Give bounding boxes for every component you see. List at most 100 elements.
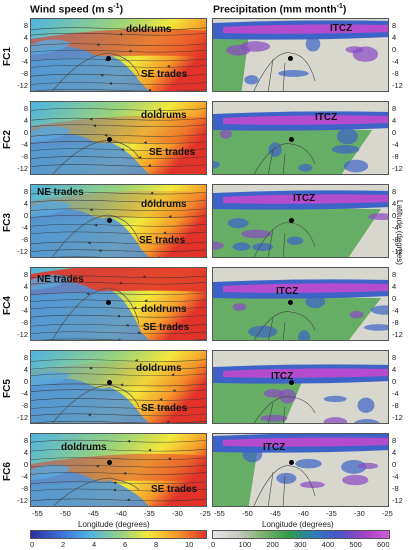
wind-field-4 [31,351,206,423]
wind-label: doldrums [141,110,187,121]
lat-tick-right: -12 [392,164,403,173]
lat-tick-right: 8 [392,353,397,362]
location-marker [107,380,112,385]
colorbar-tick: 0 [211,540,216,549]
lat-tick-right: -8 [392,235,399,244]
wind-panel-fc6: doldrums SE trades [30,433,207,507]
lat-tick-left: -8 [21,484,28,493]
wind-label: doldrums [61,442,107,453]
colorbar-tick: 100 [238,540,252,549]
lon-tick: -30 [354,509,365,518]
wind-panel-fc2: doldrums SE trades [30,101,207,175]
precip-field-2 [213,185,388,257]
lat-tick-right: -8 [392,152,399,161]
lon-tick: -35 [144,509,155,518]
lat-tick-right: -4 [392,472,399,481]
lat-tick-left: 4 [23,116,28,125]
wind-title-sup: -1 [113,3,120,10]
lat-tick-left: 0 [23,294,28,303]
colorbar-tick: 500 [349,540,362,549]
precip-colorbar [212,530,390,539]
lat-tick-right: -4 [392,57,399,66]
lat-tick-right: -8 [392,401,399,410]
lat-tick-right: -4 [392,306,399,315]
precip-label: ITCZ [276,286,299,297]
location-marker [289,218,294,223]
wind-label: NE trades [37,274,84,285]
lat-tick-right: -8 [392,69,399,78]
lon-tick: -55 [214,509,225,518]
lat-tick-right: 8 [392,187,397,196]
lat-tick-left: -4 [21,223,28,232]
wind-title-text: Wind speed (m s [30,3,114,16]
wind-title-close: ) [119,3,124,16]
precipitation-title: Precipitation (mm month-1) [213,3,346,16]
lat-tick-right: -12 [392,413,403,422]
wind-label: SE trades [143,322,190,333]
wind-label: NE trades [37,187,84,198]
lat-tick-left: 0 [23,211,28,220]
lat-tick-left: 4 [23,199,28,208]
lon-tick: -50 [60,509,71,518]
lat-tick-right: -4 [392,223,399,232]
wind-label: doldrums [126,24,172,35]
wind-field-0 [31,19,206,91]
lat-tick-left: -12 [17,164,28,173]
colorbar-tick: 8 [154,540,159,549]
lat-tick-right: 4 [392,282,397,291]
wind-field-5 [31,434,206,506]
lat-tick-right: -8 [392,484,399,493]
precip-panel-fc1: ITCZ [212,18,389,92]
lon-tick: -45 [270,509,281,518]
precip-panel-fc4: ITCZ [212,267,389,341]
lat-tick-right: 0 [392,460,397,469]
location-marker [107,137,112,142]
lat-tick-left: -4 [21,389,28,398]
lat-tick-right: 4 [392,33,397,42]
lat-tick-right: 8 [392,436,397,445]
wind-panel-fc5: doldrums SE trades [30,350,207,424]
wind-colorbar [30,530,207,539]
wind-field-1 [31,102,206,174]
lat-tick-right: 4 [392,365,397,374]
lat-tick-left: 8 [23,104,28,113]
precip-field-5 [213,434,388,506]
colorbar-tick: 0 [30,540,35,549]
colorbar-tick: 200 [266,540,279,549]
lat-tick-right: 4 [392,199,397,208]
precip-title-close: ) [342,3,347,16]
lat-tick-left: 4 [23,365,28,374]
lat-tick-left: 4 [23,33,28,42]
lon-tick: -55 [32,509,43,518]
location-marker [107,218,112,223]
lat-tick-left: -12 [17,496,28,505]
precip-title-sup: -1 [336,3,343,10]
lon-tick: -30 [172,509,183,518]
wind-label: SE trades [149,147,196,158]
location-marker [288,300,293,305]
lat-tick-left: -12 [17,413,28,422]
precip-label: ITCZ [293,193,316,204]
lon-axis-title-left: Longitude (degrees) [78,520,150,529]
lon-tick: -50 [242,509,253,518]
lat-tick-right: 4 [392,448,397,457]
precip-panel-fc6: ITCZ [212,433,389,507]
lat-axis-title: Latitude (degrees) [395,200,404,265]
lat-tick-right: -12 [392,81,403,90]
colorbar-tick: 2 [61,540,66,549]
lat-tick-right: -12 [392,247,403,256]
precip-label: ITCZ [315,112,338,123]
wind-field-2 [31,185,206,257]
colorbar-tick: 10 [185,540,194,549]
lat-tick-right: 0 [392,294,397,303]
lat-tick-right: 0 [392,128,397,137]
lat-tick-right: 0 [392,377,397,386]
lat-tick-right: -4 [392,389,399,398]
lat-tick-left: -4 [21,306,28,315]
lat-tick-left: 0 [23,45,28,54]
precip-field-0 [213,19,388,91]
lat-tick-right: 8 [392,104,397,113]
lon-axis-title-right: Longitude (degrees) [262,520,334,529]
lat-tick-left: 8 [23,21,28,30]
lat-tick-left: -8 [21,235,28,244]
